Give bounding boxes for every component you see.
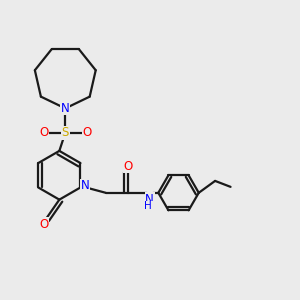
Text: O: O: [39, 126, 48, 139]
Text: O: O: [82, 126, 91, 139]
Text: H: H: [144, 202, 152, 212]
Text: N: N: [80, 179, 89, 193]
Text: S: S: [61, 126, 69, 139]
Text: N: N: [145, 193, 154, 206]
Text: O: O: [39, 218, 48, 231]
Text: N: N: [61, 102, 70, 115]
Text: O: O: [123, 160, 133, 172]
